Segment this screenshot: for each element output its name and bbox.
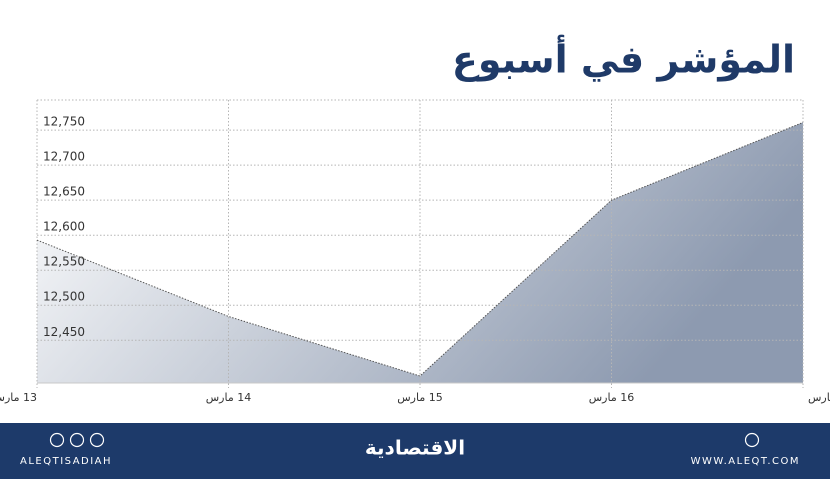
x-tick-label: 15 مارس: [397, 391, 442, 404]
area: [37, 122, 803, 384]
y-tick-label: 12,550: [43, 255, 85, 269]
footer-website: WWW.ALEQT.COM: [691, 456, 800, 467]
area-line: [36, 121, 804, 377]
footer-brand: الاقتصادية: [365, 436, 465, 460]
social-icons: [49, 432, 760, 448]
x-tick-label: 14 مارس: [206, 391, 251, 404]
y-tick-label: 12,750: [43, 115, 85, 129]
footer-handle: ALEQTISADIAH: [20, 456, 112, 467]
y-tick-label: 12,650: [43, 185, 85, 199]
chart-title: المؤشر في أسبوع: [452, 35, 795, 82]
y-tick-label: 12,700: [43, 150, 85, 164]
y-tick-label: 12,500: [43, 290, 85, 304]
y-tick-label: 12,450: [43, 325, 85, 339]
footer-band: [0, 423, 830, 479]
y-tick-label: 12,600: [43, 220, 85, 234]
x-tick-label: 16 مارس: [589, 391, 634, 404]
x-tick-label: 17 مارس: [808, 391, 830, 404]
x-tick-label: 13 مارس: [0, 391, 37, 404]
